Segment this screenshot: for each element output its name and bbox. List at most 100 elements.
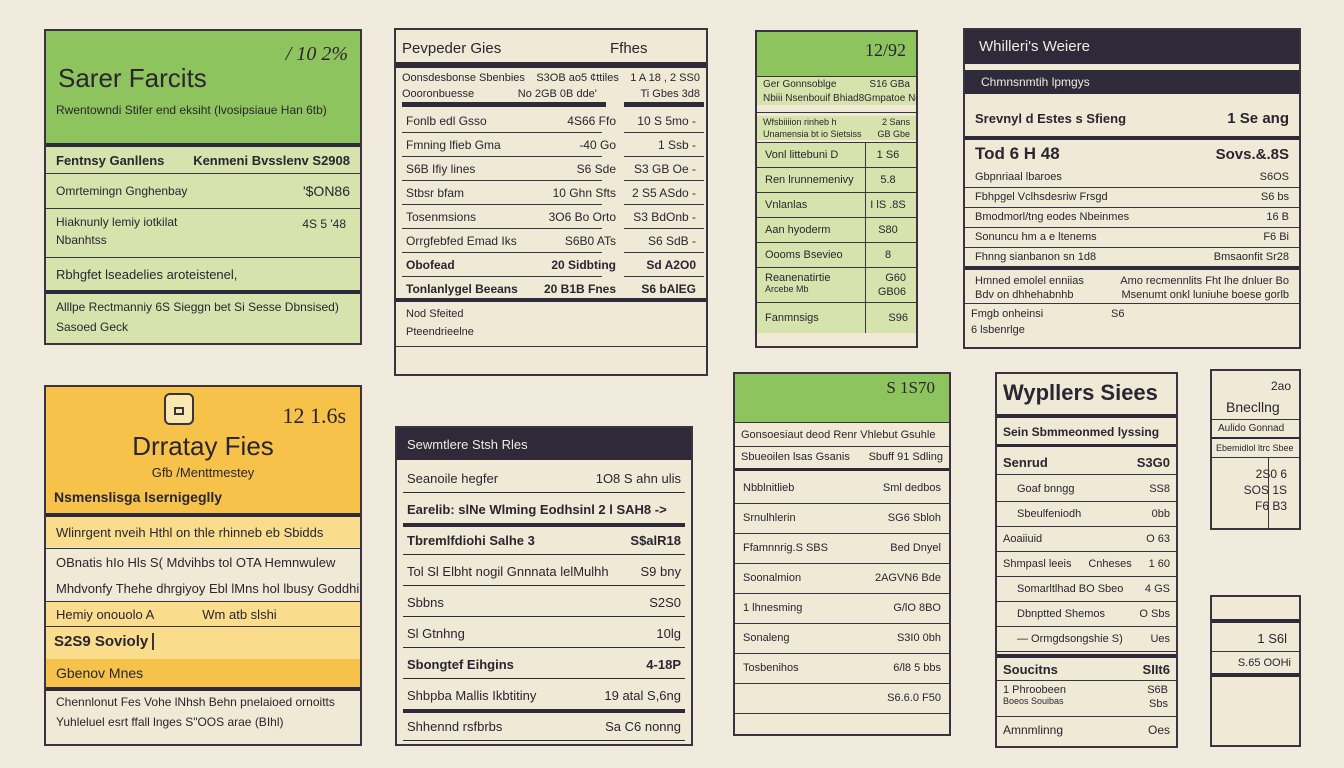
label-price: 12 1.6s: [282, 403, 346, 428]
label-text: Ffamnnrig.S SBS: [743, 542, 828, 554]
divider: [402, 276, 602, 277]
label-text: 16 B: [1266, 211, 1289, 223]
label-row: Bmodmorl/tng eodes Nbeinmes 16 B: [965, 208, 1299, 226]
divider: [402, 204, 602, 205]
label-row: Ren lrunnemenivy 5.8: [757, 168, 916, 192]
label-row: Seanoile hegfer 1O8 S ahn ulis: [397, 464, 691, 492]
divider: [403, 678, 685, 679]
divider: [735, 503, 949, 504]
label-header: Sewmtlere Stsh Rles: [397, 428, 691, 460]
divider: [965, 207, 1299, 208]
label-row: Shhennd rsfbrbs Sa C6 nonng: [397, 712, 691, 740]
label-row: Sbbns S2S0: [397, 588, 691, 616]
divider: [402, 180, 602, 181]
divider: [735, 533, 949, 534]
divider: [403, 585, 685, 586]
label-row: S6B Ifiy lines S6 Sde S3 GB Oe -: [396, 158, 706, 180]
label-text: O 63: [1146, 533, 1170, 545]
nutrition-label-navy-2: Sewmtlere Stsh Rles Seanoile hegfer 1O8 S…: [395, 426, 693, 746]
label-row: Senrud S3G0: [1003, 454, 1170, 470]
label-row: 1 lhnesming G/lO 8BO: [735, 594, 949, 622]
label-text: 8: [884, 249, 892, 261]
divider: [624, 180, 704, 181]
label-text: Shhennd rsfbrbs: [407, 718, 503, 734]
label-text: Tosbenihos: [743, 662, 799, 674]
label-row: Shmpasl leeis Cnheses 1 60: [997, 553, 1176, 575]
label-text: F6 Bi: [1263, 231, 1289, 243]
divider: [403, 616, 685, 617]
label-title: Wypllers Siees: [1003, 380, 1158, 405]
label-text: I lS .8S: [870, 199, 906, 211]
label-row: Bdv on dhhehabnhb Msenumt onkl luniuhe bo…: [975, 289, 1289, 301]
label-text: Fonlb edl Gsso: [406, 114, 487, 128]
label-band: Nsmenslisga lsernigeglly: [54, 489, 223, 505]
label-text: S$alR18: [630, 532, 681, 548]
nutrition-label-small: 2ao Bnecllng Aulido Gonnad Ebemidlol ltr…: [1210, 369, 1301, 530]
label-header: Sarer Farcits / 10 2% Rwentowndi Stifer …: [46, 31, 360, 143]
label-subtitle: Rwentowndi Stifer end eksiht (lvosipsiau…: [56, 103, 327, 117]
label-text: S6OS: [1259, 171, 1289, 183]
divider: [735, 713, 949, 714]
label-row: Fmning lfieb Gma -40 Go 1 Ssb -: [396, 134, 706, 156]
divider: [735, 623, 949, 624]
divider: [997, 501, 1176, 502]
divider: [624, 228, 704, 229]
label-price: 12/92: [864, 40, 906, 60]
label-text: Bmsaonfit Sr28: [1213, 251, 1289, 263]
divider: [402, 156, 602, 157]
label-row: Fanmnsigs S96: [757, 303, 916, 333]
label-text: Seanoile hegfer: [407, 470, 499, 486]
label-row: Tbremlfdiohi Salhe 3 S$alR18: [397, 526, 691, 554]
label-row: Sbeulfeniodh 0bb: [997, 503, 1176, 525]
divider: [624, 276, 704, 277]
label-footnote: Alllpe Rectmanniy 6S Sieggn bet Si Sesse…: [46, 294, 360, 343]
label-row: Dbnptted Shemos O Sbs: [997, 603, 1176, 625]
label-text: Sa C6 nonng: [605, 718, 681, 734]
label-text: Tbremlfdiohi Salhe 3: [407, 532, 535, 548]
label-row: Hmned emolel enniias Amo recmennlits Fht …: [975, 275, 1289, 287]
label-text: 5.8: [880, 174, 896, 186]
divider: [965, 247, 1299, 248]
label-row: Sonuncu hm a e ltenems F6 Bi: [965, 228, 1299, 246]
label-text: Aoaiiuid: [1003, 533, 1043, 545]
label-text: Tosenmsions: [406, 210, 477, 224]
label-row: Earelib: slNe Wlming Eodhsinl 2 l SAH8 -…: [397, 495, 691, 523]
label-text: 1 60: [1148, 558, 1170, 570]
label-text: Shmpasl leeis: [1003, 558, 1072, 570]
label-row: Tol Sl Elbht nogil Gnnnata lelMulhh S9 bn…: [397, 557, 691, 585]
label-row: Sbueoilen lsas Gsanis Sbuff 91 Sdling: [741, 451, 943, 463]
divider: [402, 252, 602, 253]
label-text: S6B0 ATs: [564, 234, 616, 248]
label-text: Vnlanlas: [765, 199, 808, 211]
label-text: Vonl littebuni D: [765, 149, 839, 161]
label-row: Orrgfebfed Emad Iks S6B0 ATs S6 SdB -: [396, 230, 706, 252]
label-text: S6B Ifiy lines: [406, 162, 476, 176]
label-text: S6.6.0 F50: [887, 692, 941, 704]
label-text: Fmning lfieb Gma: [406, 138, 501, 152]
label-text: 1O8 S ahn ulis: [595, 470, 681, 486]
label-row: Obofead 20 Sidbting Sd A2O0: [396, 254, 706, 276]
label-row: Oooms Bsevieo 8: [757, 243, 916, 267]
label-text: -40 Go: [579, 138, 616, 152]
label-text: S80: [878, 224, 898, 236]
label-text: 10 S 5mo -: [637, 114, 696, 128]
label-text: 10lg: [656, 625, 681, 641]
label-text: G/lO 8BO: [893, 602, 941, 614]
label-text: 6/l8 5 bbs: [893, 662, 941, 674]
nutrition-label-green: Sarer Farcits / 10 2% Rwentowndi Stifer …: [44, 29, 362, 345]
label-footnote: Nod Sfeited Pteendrieelne: [406, 308, 474, 338]
label-text: Cnheses: [1088, 558, 1132, 570]
divider: [757, 192, 916, 193]
label-text: Sd A2O0: [646, 258, 696, 272]
label-row: Shbpba Mallis Ikbtitiny 19 atal S,6ng: [397, 681, 691, 709]
label-price: S 1S70: [886, 378, 935, 397]
label-row: Nbblnitlieb Sml dedbos: [735, 474, 949, 502]
label-row: Aoaiiuid O 63: [997, 528, 1176, 550]
label-row: Hemiy onouolo A Wm atb slshi: [46, 602, 360, 626]
nutrition-label-cream: Pevpeder Gies Ffhes Oonsdesbonse Sbenbie…: [394, 28, 708, 376]
label-row: Soucitns SIIt6: [1003, 661, 1170, 677]
label-title: Whilleri's Weiere: [979, 38, 1090, 55]
label-text: Soonalmion: [743, 572, 802, 584]
label-text: 20 B1B Fnes: [543, 282, 616, 296]
